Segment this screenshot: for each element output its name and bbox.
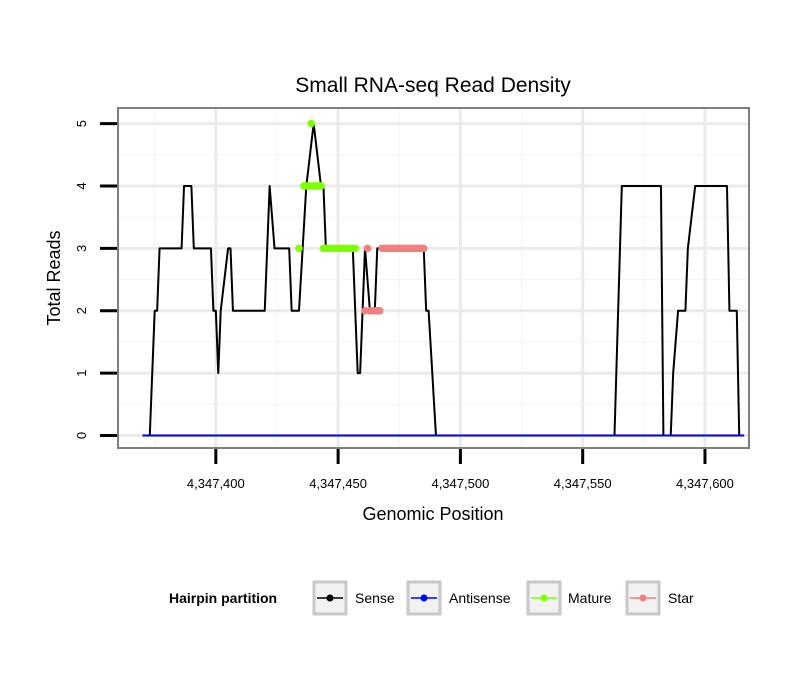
point-star (363, 244, 372, 253)
point-star (419, 244, 428, 253)
x-tick-label: 4,347,450 (309, 476, 367, 491)
y-tick-label: 5 (74, 120, 89, 127)
point-mature (307, 119, 316, 128)
y-tick-label: 0 (74, 432, 89, 439)
legend-label-antisense: Antisense (449, 590, 511, 606)
grid-lines (119, 109, 748, 447)
legend-dot-antisense (420, 594, 428, 602)
x-tick-label: 4,347,600 (676, 476, 734, 491)
y-tick-label: 2 (74, 307, 89, 314)
chart-title: Small RNA-seq Read Density (295, 74, 571, 97)
y-tick-label: 1 (74, 369, 89, 376)
point-mature (317, 182, 325, 190)
x-axis: 4,347,400 4,347,450 4,347,500 4,347,550 4,34… (187, 449, 734, 491)
x-tick-label: 4,347,550 (554, 476, 612, 491)
legend-label-star: Star (668, 590, 694, 606)
y-axis: 0 1 2 3 4 5 (74, 120, 117, 439)
legend: Hairpin partition Sense Antisense Mature St… (169, 580, 694, 616)
legend-dot-star (639, 594, 647, 602)
legend-label-mature: Mature (568, 590, 612, 606)
series-layer (142, 119, 745, 437)
x-tick-label: 4,347,400 (187, 476, 245, 491)
y-tick-label: 4 (74, 182, 89, 189)
x-axis-label: Genomic Position (362, 504, 503, 524)
legend-title: Hairpin partition (169, 590, 277, 606)
point-star (375, 306, 384, 315)
legend-label-sense: Sense (355, 590, 395, 606)
x-tick-label: 4,347,500 (431, 476, 489, 491)
point-mature (295, 244, 303, 253)
y-axis-label: Total Reads (44, 230, 64, 325)
y-tick-label: 3 (74, 245, 89, 252)
legend-dot-mature (540, 594, 548, 602)
point-mature (351, 244, 360, 253)
legend-dot-sense (326, 594, 334, 602)
